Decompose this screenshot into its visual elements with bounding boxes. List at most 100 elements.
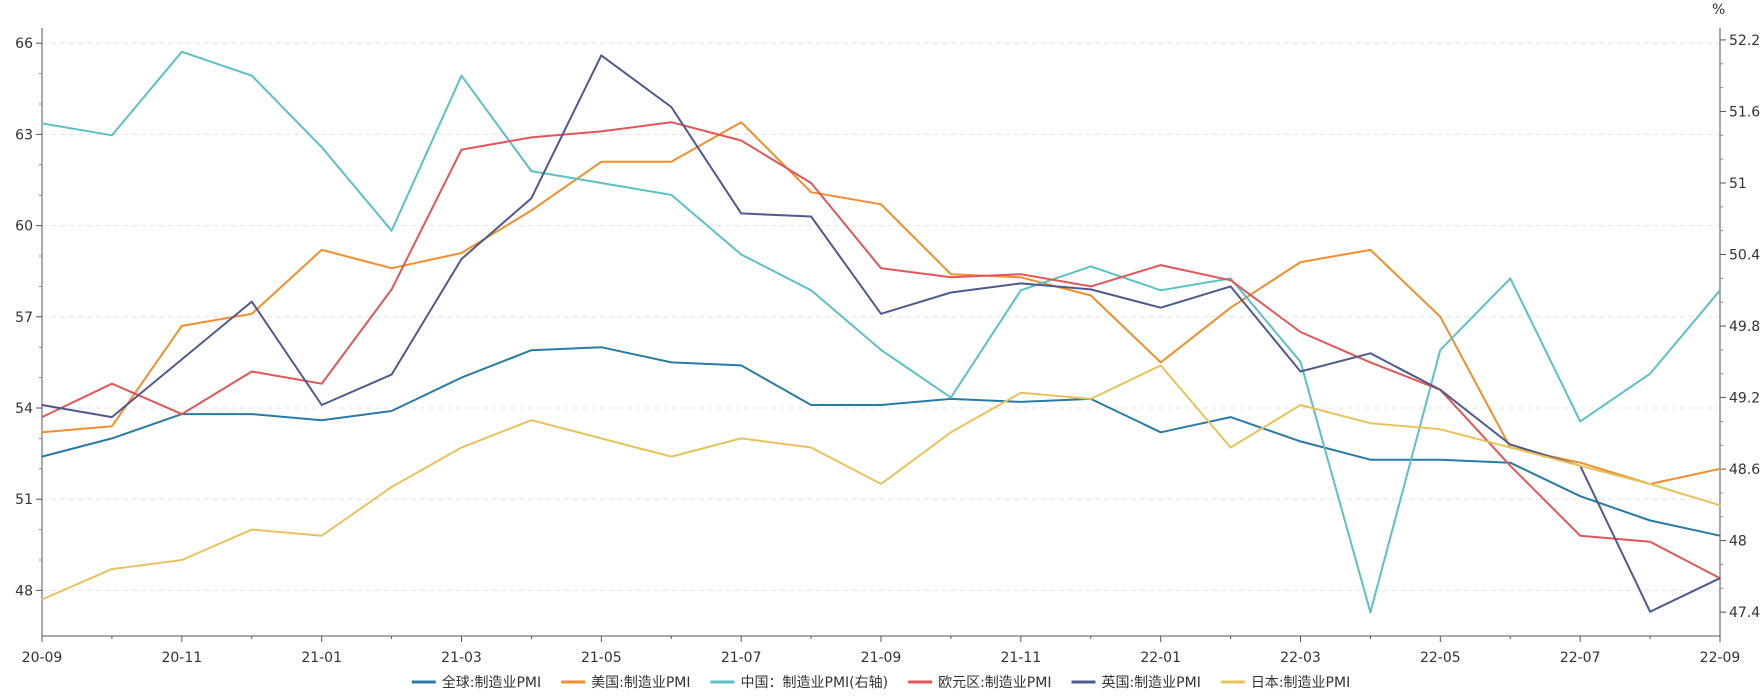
data-point-0 xyxy=(1719,534,1721,537)
legend-item[interactable]: 美国:制造业PMI xyxy=(561,675,691,691)
data-point-1 xyxy=(1719,468,1721,470)
data-point-2 xyxy=(1299,361,1302,363)
data-point-1 xyxy=(950,273,952,276)
data-point-3 xyxy=(1299,331,1302,333)
right-tick-label: 50.4 xyxy=(1729,248,1760,264)
data-point-0 xyxy=(740,364,742,367)
data-point-1 xyxy=(181,325,183,327)
x-tick-label: 21-11 xyxy=(1000,650,1041,666)
data-point-0 xyxy=(250,413,253,415)
data-point-0 xyxy=(1369,458,1372,461)
left-tick-label: 48 xyxy=(15,583,33,599)
data-point-4 xyxy=(950,291,952,294)
legend-item[interactable]: 中国：制造业PMI(右轴) xyxy=(710,675,889,691)
data-point-5 xyxy=(460,446,463,449)
data-point-4 xyxy=(1369,352,1372,355)
data-point-4 xyxy=(740,212,742,215)
data-point-0 xyxy=(600,346,603,349)
data-point-3 xyxy=(1369,361,1372,364)
data-point-0 xyxy=(810,404,812,406)
data-point-0 xyxy=(41,455,43,458)
left-tick-label: 51 xyxy=(15,492,33,508)
legend-label: 日本:制造业PMI xyxy=(1251,675,1350,691)
x-tick-label: 22-07 xyxy=(1560,650,1601,666)
data-point-0 xyxy=(1509,461,1512,464)
data-point-3 xyxy=(1649,540,1651,543)
data-point-0 xyxy=(1159,431,1162,434)
right-tick-label: 48.6 xyxy=(1729,462,1760,478)
data-point-1 xyxy=(460,252,463,254)
legend-item[interactable]: 全球:制造业PMI xyxy=(411,674,541,691)
x-tick-label: 21-01 xyxy=(301,650,342,666)
data-point-3 xyxy=(111,382,113,385)
data-point-5 xyxy=(1509,446,1512,449)
data-point-3 xyxy=(250,370,253,373)
data-point-0 xyxy=(320,419,323,421)
legend-label: 欧元区:制造业PMI xyxy=(938,675,1051,691)
data-point-4 xyxy=(320,404,323,406)
x-tick-label: 21-09 xyxy=(861,650,902,666)
data-point-3 xyxy=(810,182,812,184)
data-point-2 xyxy=(1369,611,1372,613)
data-point-1 xyxy=(530,209,533,212)
data-point-4 xyxy=(600,54,603,57)
legend-item[interactable]: 英国:制造业PMI xyxy=(1071,674,1201,691)
data-point-5 xyxy=(1299,404,1302,406)
data-point-3 xyxy=(181,413,183,415)
x-axis-ticks: 20-09 20-11 21-01 21-03 21-05 21-07 21-09 21-11… xyxy=(22,636,1740,666)
data-point-3 xyxy=(1159,264,1162,266)
data-point-2 xyxy=(1159,289,1162,292)
data-point-2 xyxy=(41,122,43,125)
data-point-2 xyxy=(111,134,113,137)
data-point-2 xyxy=(670,194,673,196)
data-point-3 xyxy=(390,288,393,291)
data-point-3 xyxy=(950,276,952,279)
data-point-3 xyxy=(670,121,673,124)
legend-item[interactable]: 欧元区:制造业PMI xyxy=(908,675,1051,691)
data-point-0 xyxy=(1439,458,1442,461)
data-point-4 xyxy=(880,312,882,315)
left-tick-label: 57 xyxy=(15,310,33,326)
data-point-2 xyxy=(600,182,603,184)
x-tick-label: 22-01 xyxy=(1140,650,1181,666)
x-tick-label: 21-03 xyxy=(441,650,482,666)
data-point-0 xyxy=(530,349,533,352)
data-point-5 xyxy=(880,483,882,485)
left-tick-label: 63 xyxy=(15,127,33,143)
legend-label: 英国:制造业PMI xyxy=(1101,674,1200,691)
data-point-5 xyxy=(1719,504,1721,507)
data-point-4 xyxy=(1020,282,1022,285)
data-point-2 xyxy=(181,51,183,53)
data-point-2 xyxy=(1649,372,1651,375)
data-point-5 xyxy=(600,437,603,440)
data-point-4 xyxy=(1439,388,1442,391)
data-point-3 xyxy=(1509,464,1512,467)
data-point-1 xyxy=(390,267,393,269)
data-point-5 xyxy=(950,431,952,434)
data-point-2 xyxy=(1509,277,1512,280)
data-point-5 xyxy=(810,446,812,449)
legend-item[interactable]: 日本:制造业PMI xyxy=(1220,675,1350,691)
data-point-2 xyxy=(1439,349,1442,351)
data-point-5 xyxy=(41,598,43,601)
data-point-0 xyxy=(670,361,673,364)
data-point-3 xyxy=(1229,279,1232,282)
left-tick-label: 54 xyxy=(15,401,33,417)
right-tick-label: 49.8 xyxy=(1729,319,1760,335)
legend-label: 全球:制造业PMI xyxy=(442,674,541,691)
data-point-2 xyxy=(810,289,812,292)
data-point-3 xyxy=(740,139,742,142)
right-axis-unit: % xyxy=(1712,2,1725,18)
data-point-4 xyxy=(1159,306,1162,309)
data-point-2 xyxy=(530,170,533,172)
data-point-2 xyxy=(1719,289,1721,292)
data-point-5 xyxy=(1020,392,1022,394)
data-point-1 xyxy=(670,160,673,163)
x-tick-label: 22-05 xyxy=(1420,650,1461,666)
data-point-3 xyxy=(1089,285,1092,288)
data-point-3 xyxy=(530,136,533,139)
data-point-0 xyxy=(880,404,882,406)
data-point-4 xyxy=(41,404,43,406)
x-tick-label: 22-03 xyxy=(1280,650,1321,666)
data-point-5 xyxy=(1579,464,1581,467)
